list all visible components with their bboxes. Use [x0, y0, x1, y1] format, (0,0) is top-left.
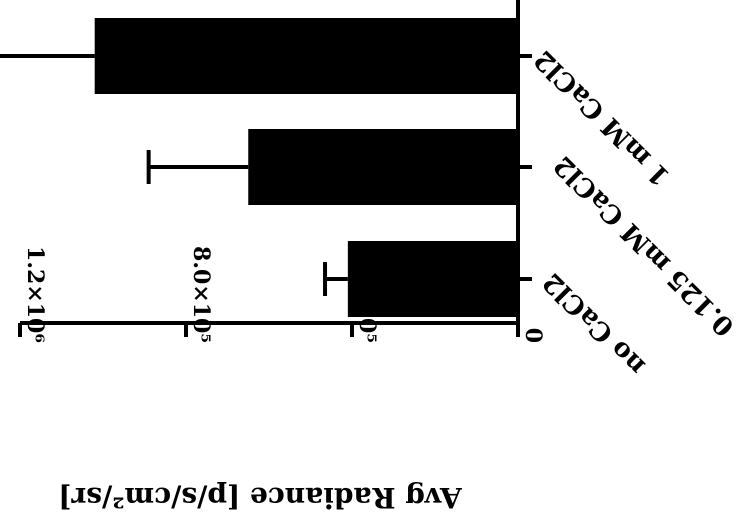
plot-area: 04.0×10⁵8.0×10⁵1.2×10⁶no CaCl20.125 mM C… — [0, 0, 741, 381]
value-tick-label: 8.0×10⁵ — [188, 246, 214, 343]
value-tick-label: 1.2×10⁶ — [22, 246, 48, 343]
category-label: no CaCl2 — [537, 267, 651, 381]
bar — [95, 18, 518, 94]
x-axis-title: Avg Radiance [p/s/cm²/sr] — [58, 481, 463, 514]
bar — [248, 129, 518, 205]
bar — [348, 241, 518, 317]
value-tick-label: 0 — [520, 328, 546, 343]
